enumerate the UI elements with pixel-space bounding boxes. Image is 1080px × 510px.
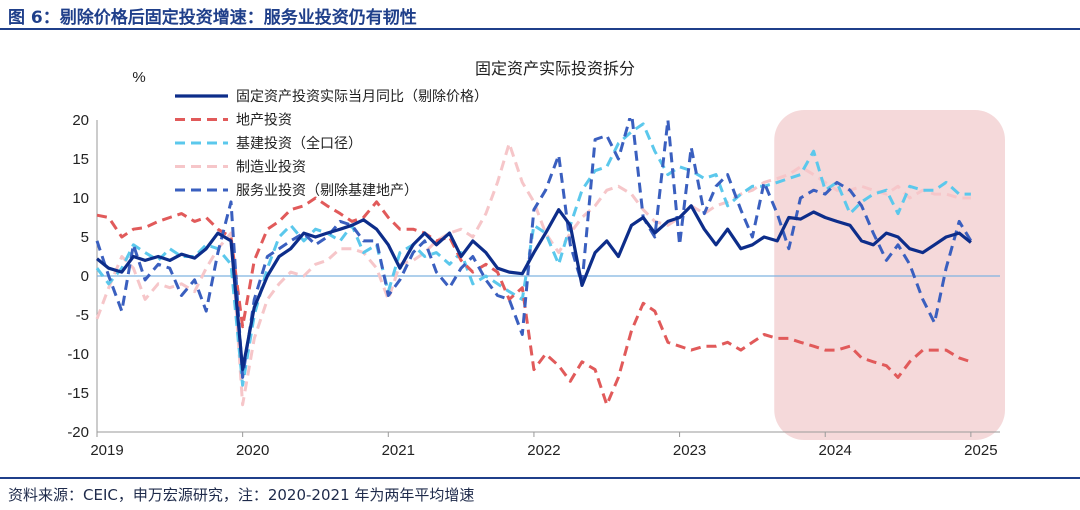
series-line-2	[96, 196, 972, 407]
x-tick-label: 2022	[527, 442, 560, 459]
figure-header: 图 6：剔除价格后固定投资增速：服务业投资仍有韧性	[0, 0, 1080, 30]
y-axis-unit: %	[132, 69, 145, 86]
y-tick-label: 15	[72, 151, 89, 168]
chart-background	[774, 110, 1005, 440]
series-line-3	[95, 122, 971, 387]
source-note: 资料来源：CEIC，申万宏源研究，注：2020-2021 年为两年平均增速	[8, 486, 475, 504]
legend-label: 服务业投资（剔除基建地产）	[236, 182, 418, 199]
x-tick-label: 2020	[236, 442, 269, 459]
y-tick-label: 0	[81, 268, 89, 285]
line-chart: -20 -15 -10 -5 0 5 10 15 20 2019 2020 2021 2022 2023 2…	[67, 59, 1005, 459]
chart-axes: -20 -15 -10 -5 0 5 10 15 20 2019 2020 2021 2022 2023 2…	[67, 112, 1000, 459]
legend-label: 地产投资	[236, 113, 292, 129]
x-tick-label: 2019	[90, 442, 123, 459]
legend-label: 固定资产投资实际当月同比（剔除价格）	[236, 89, 488, 105]
series-line-5	[95, 118, 973, 379]
y-tick-label: -5	[76, 307, 89, 324]
legend-label: 基建投资（全口径）	[236, 135, 362, 152]
highlight-region	[774, 110, 1005, 440]
y-tick-label: -10	[67, 346, 89, 363]
series-line-4	[95, 141, 971, 407]
chart-series	[95, 118, 973, 407]
y-tick-label: 5	[81, 229, 89, 246]
x-tick-label: 2023	[673, 442, 706, 459]
figure-title: 图 6：剔除价格后固定投资增速：服务业投资仍有韧性	[8, 8, 417, 28]
x-tick-label: 2024	[819, 442, 852, 459]
y-tick-label: 10	[72, 190, 89, 207]
legend-label: 制造业投资	[236, 160, 306, 176]
y-tick-label: -20	[67, 424, 89, 441]
top-divider	[0, 28, 1080, 30]
series-line-1	[95, 204, 972, 372]
chart-title: 固定资产实际投资拆分	[475, 59, 635, 78]
x-tick-label: 2025	[964, 442, 997, 459]
y-tick-label: -15	[67, 385, 89, 402]
x-tick-label: 2021	[382, 442, 415, 459]
y-tick-label: 20	[72, 112, 89, 129]
bottom-divider	[0, 477, 1080, 479]
